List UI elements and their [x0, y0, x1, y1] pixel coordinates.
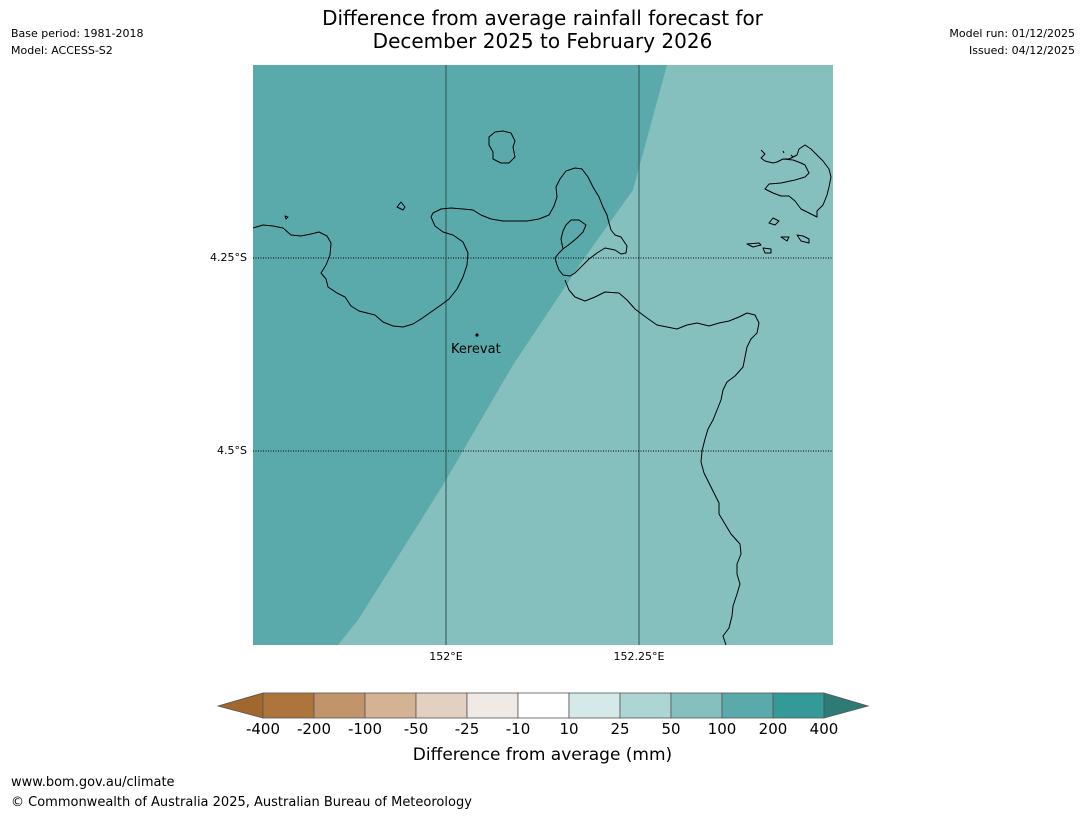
island-small-east-g [790, 154, 794, 158]
coastline-gazelle-peninsula [253, 167, 628, 328]
island-small-east-f [782, 150, 785, 154]
lon-label-152e: 152°E [429, 650, 463, 663]
model-text: Model: ACCESS-S2 [11, 44, 113, 57]
colorbar-bin-neg200-neg100 [313, 692, 366, 719]
island-small-east-c [780, 236, 790, 242]
colorbar-tick: -50 [403, 720, 429, 738]
colorbar-bin-neg10-10 [517, 692, 570, 719]
island-small-east-d [746, 242, 762, 248]
colorbar-tick: -10 [505, 720, 531, 738]
zone-200-400mm [253, 65, 667, 645]
model-run-text: Model run: 01/12/2025 [949, 27, 1075, 40]
colorbar-tick: 10 [559, 720, 579, 738]
colorbar-tick: 200 [758, 720, 788, 738]
footer-url[interactable]: www.bom.gov.au/climate [11, 775, 175, 790]
forecast-map: 4.25°S 4.5°S 152°E 152.25°E Kerevat [210, 65, 833, 663]
map-title: Difference from average rainfall forecas… [0, 7, 1085, 53]
place-label-kerevat: Kerevat [451, 342, 501, 357]
island-duke-of-york [760, 144, 832, 218]
colorbar-tick: 400 [809, 720, 839, 738]
colorbar-bin-neg100-neg50 [364, 692, 417, 719]
footer-copyright: © Commonwealth of Australia 2025, Austra… [11, 795, 472, 810]
colorbar-bin-neg400-neg200 [262, 692, 315, 719]
kerevat-marker [475, 333, 479, 337]
colorbar-bin-50-100 [670, 692, 723, 719]
title-line-1: Difference from average rainfall forecas… [322, 6, 763, 30]
coastline-rabaul-east [564, 279, 760, 645]
island-small-east-b [796, 234, 810, 244]
colorbar-bin-200-400 [772, 692, 825, 719]
island-small-east-e [762, 247, 772, 254]
lat-label-4-25s: 4.25°S [210, 251, 247, 264]
colorbar-bin-25-50 [619, 692, 672, 719]
island-small-north [396, 201, 406, 211]
lon-label-152-25e: 152.25°E [613, 650, 665, 663]
colorbar-extend-high [823, 692, 870, 719]
colorbar-bin-100-200 [721, 692, 774, 719]
colorbar-bin-neg50-neg25 [415, 692, 468, 719]
metadata-left: Base period: 1981-2018 Model: ACCESS-S2 [11, 25, 143, 59]
colorbar-tick: 25 [610, 720, 630, 738]
colorbar-tick: 50 [661, 720, 681, 738]
colorbar-tick: -400 [245, 720, 281, 738]
colorbar-label: Difference from average (mm) [412, 745, 673, 765]
colorbar-tick: -200 [296, 720, 332, 738]
issued-text: Issued: 04/12/2025 [968, 44, 1075, 57]
map-canvas [253, 65, 833, 645]
colorbar-tick: 100 [707, 720, 737, 738]
metadata-right: Model run: 01/12/2025 Issued: 04/12/2025 [949, 25, 1075, 59]
island-small-east-a [768, 217, 780, 226]
colorbar-tick: -25 [454, 720, 480, 738]
colorbar-bin-neg25-neg10 [466, 692, 519, 719]
island-north [488, 130, 516, 164]
colorbar-tick: -100 [347, 720, 383, 738]
title-line-2: December 2025 to February 2026 [372, 29, 713, 53]
island-west-tip [284, 215, 289, 220]
lat-label-4-5s: 4.5°S [217, 444, 247, 457]
colorbar-extend-low [216, 692, 264, 719]
colorbar-bin-10-25 [568, 692, 621, 719]
base-period-text: Base period: 1981-2018 [11, 27, 144, 40]
